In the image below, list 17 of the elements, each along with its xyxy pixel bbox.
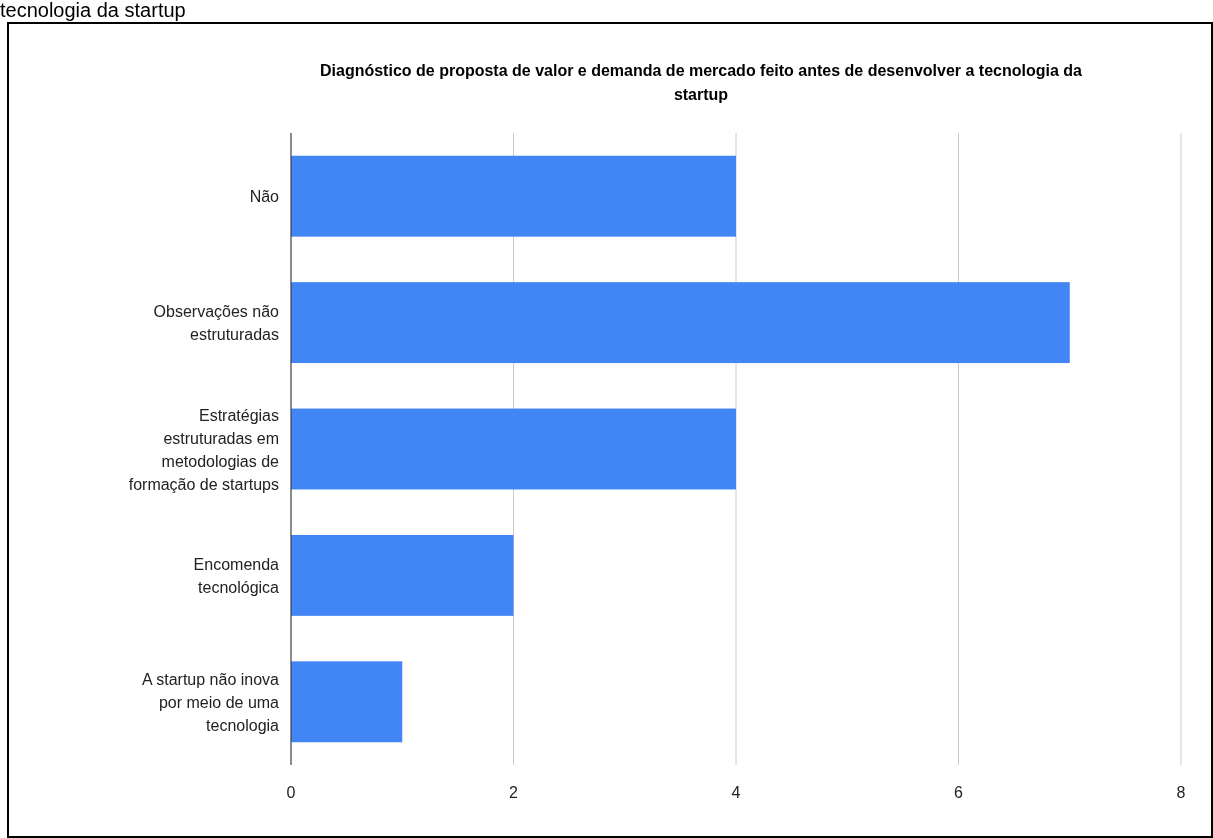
x-tick-label: 8 — [1176, 784, 1186, 801]
x-tick-label: 0 — [286, 784, 296, 801]
y-tick-label: A startup não inova por meio de uma tecnologia — [142, 670, 280, 734]
bar — [291, 282, 1070, 364]
x-tick-label: 6 — [954, 784, 964, 801]
y-tick-label: Estratégias estruturadas em metodologias de formação de startups — [128, 406, 280, 493]
bar — [291, 155, 736, 237]
text: tecnologia da startup — [0, 0, 186, 21]
bar — [291, 534, 514, 616]
chart-title: Diagnóstico de proposta de valor e demanda de mercado feito antes de desenvolver a tecnologia da startup — [320, 62, 1083, 103]
y-tick-label: Observações não estruturadas — [153, 303, 280, 344]
x-tick-label: 4 — [731, 784, 741, 801]
y-tick-label: Encomenda tecnológica — [193, 555, 280, 596]
x-tick-label: 2 — [509, 784, 519, 801]
y-tick-label: Não — [249, 188, 280, 206]
bar — [291, 408, 736, 490]
bar — [291, 661, 403, 743]
